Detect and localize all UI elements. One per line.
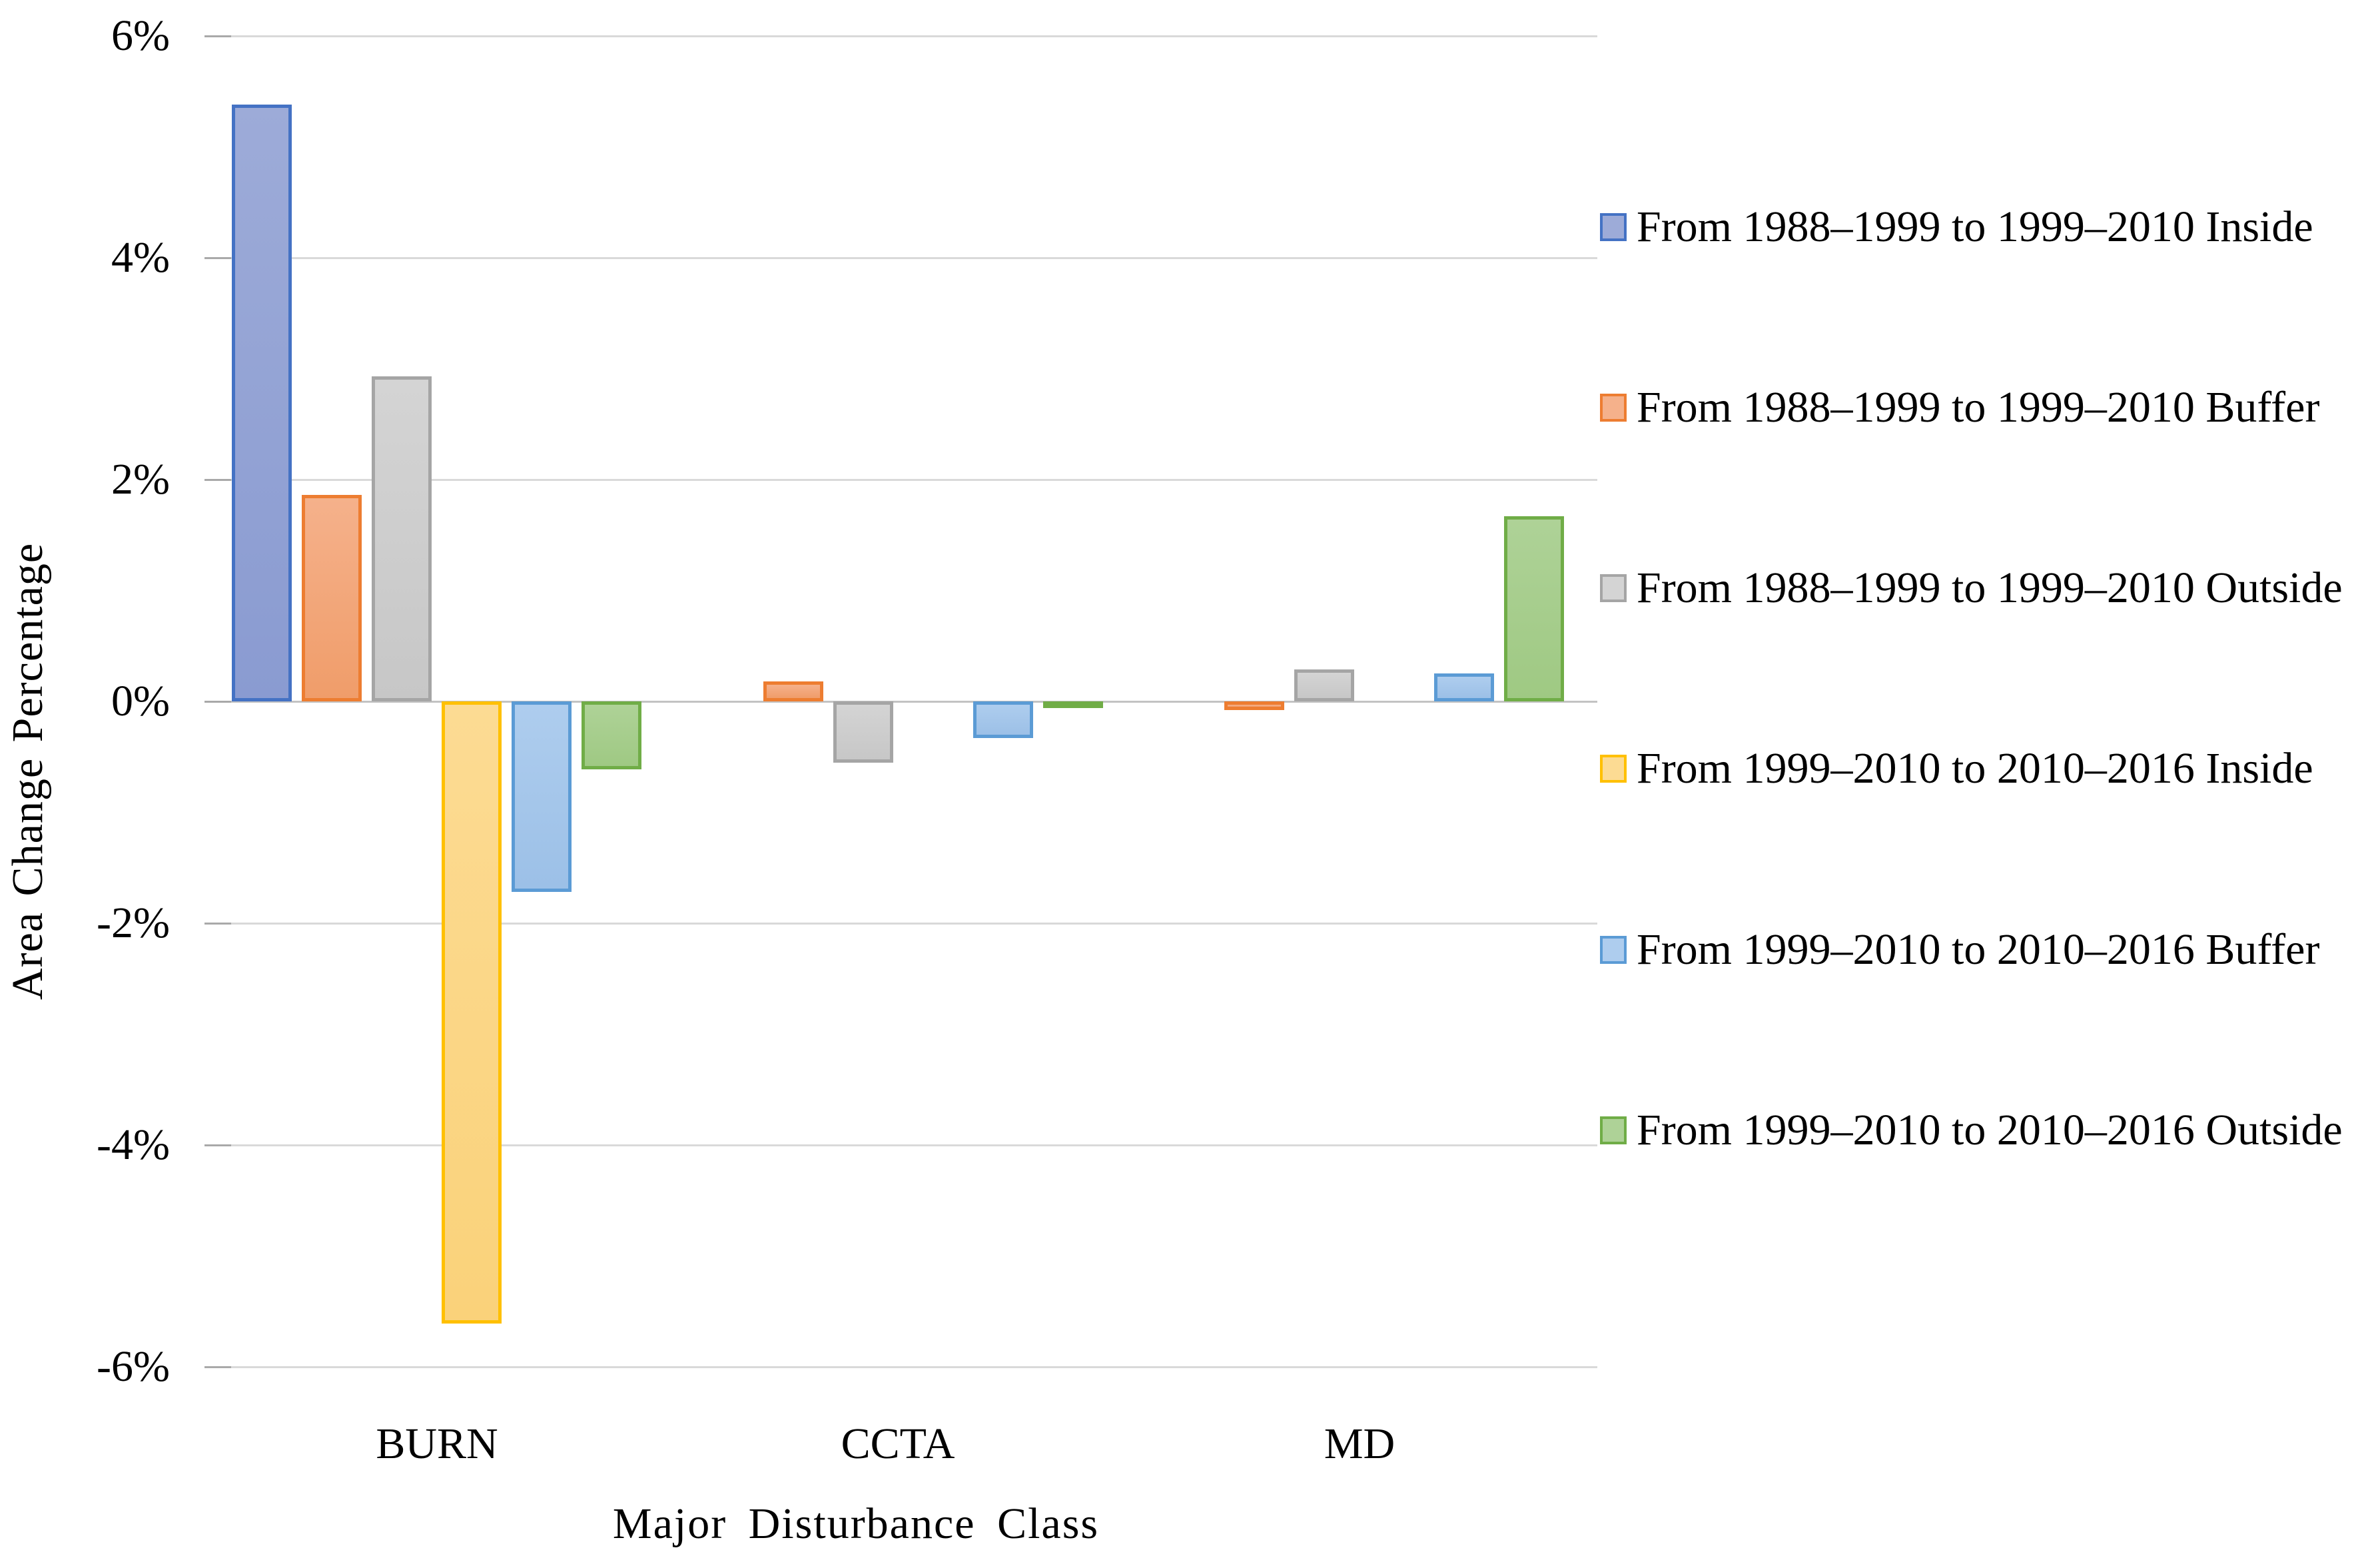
gridline xyxy=(231,257,1597,259)
y-tick-label: 2% xyxy=(111,455,170,504)
gridline xyxy=(231,479,1597,481)
y-tick-label: 4% xyxy=(111,233,170,282)
bar xyxy=(582,701,641,769)
x-category-label: CCTA xyxy=(841,1419,955,1468)
y-axis-tick xyxy=(204,479,231,481)
y-axis-tick xyxy=(204,1366,231,1368)
gridline xyxy=(231,923,1597,925)
legend-swatch-icon xyxy=(1600,936,1627,964)
legend-item: From 1999–2010 to 2010–2016 Inside xyxy=(1600,737,2313,801)
bar xyxy=(1224,701,1284,710)
legend-item: From 1988–1999 to 1999–2010 Inside xyxy=(1600,195,2313,259)
bar xyxy=(1434,673,1494,701)
legend-swatch-icon xyxy=(1600,574,1627,602)
y-axis-tick xyxy=(204,257,231,259)
y-axis-tick xyxy=(204,1144,231,1146)
y-axis-title: Area Change Percentage xyxy=(3,542,52,1000)
legend-label: From 1988–1999 to 1999–2010 Outside xyxy=(1637,564,2343,612)
y-tick-label: 6% xyxy=(111,11,170,60)
legend-label: From 1988–1999 to 1999–2010 Buffer xyxy=(1637,383,2320,432)
legend-label: From 1999–2010 to 2010–2016 Buffer xyxy=(1637,925,2320,974)
x-category-label: MD xyxy=(1324,1419,1395,1468)
legend-label: From 1988–1999 to 1999–2010 Inside xyxy=(1637,202,2313,251)
y-tick-label: 0% xyxy=(111,677,170,725)
bar xyxy=(763,681,823,701)
zero-axis-line xyxy=(231,701,1597,703)
legend-swatch-icon xyxy=(1600,755,1627,783)
legend-item: From 1988–1999 to 1999–2010 Outside xyxy=(1600,556,2343,620)
legend-item: From 1999–2010 to 2010–2016 Outside xyxy=(1600,1098,2343,1162)
bar xyxy=(302,495,362,701)
bar xyxy=(372,376,432,701)
gridline xyxy=(231,1366,1597,1368)
y-axis-tick xyxy=(204,35,231,37)
legend-item: From 1988–1999 to 1999–2010 Buffer xyxy=(1600,376,2319,440)
x-axis-title: Major Disturbance Class xyxy=(612,1499,1100,1548)
bar xyxy=(973,701,1033,738)
y-tick-label: -4% xyxy=(97,1120,170,1169)
legend-item: From 1999–2010 to 2010–2016 Buffer xyxy=(1600,918,2319,982)
bar xyxy=(1504,516,1564,701)
bar xyxy=(1043,701,1103,708)
legend-label: From 1999–2010 to 2010–2016 Inside xyxy=(1637,744,2313,793)
legend-label: From 1999–2010 to 2010–2016 Outside xyxy=(1637,1106,2343,1154)
legend-swatch-icon xyxy=(1600,1116,1627,1144)
legend-swatch-icon xyxy=(1600,394,1627,422)
bar xyxy=(232,105,292,701)
legend-swatch-icon xyxy=(1600,213,1627,241)
gridline xyxy=(231,1144,1597,1146)
bar xyxy=(442,701,502,1324)
bar xyxy=(512,701,572,892)
bar xyxy=(833,701,893,763)
gridline xyxy=(231,35,1597,37)
x-category-label: BURN xyxy=(376,1419,498,1468)
y-axis-tick xyxy=(204,923,231,925)
bar xyxy=(1294,669,1354,701)
y-tick-label: -6% xyxy=(97,1342,170,1391)
y-axis-tick xyxy=(204,701,231,703)
y-tick-label: -2% xyxy=(97,899,170,947)
